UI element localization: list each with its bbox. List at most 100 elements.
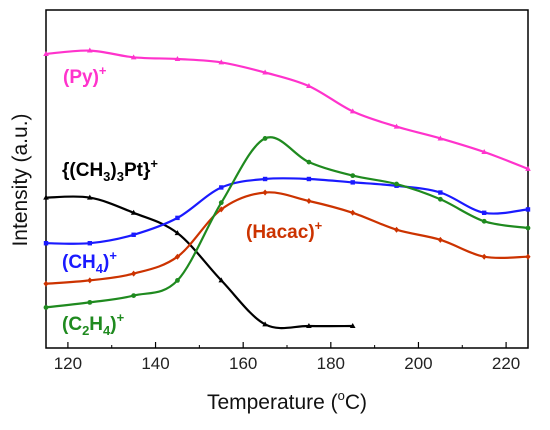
data-point bbox=[87, 299, 93, 305]
data-point bbox=[481, 253, 487, 260]
data-point bbox=[43, 280, 49, 287]
label-c2h4: (C2H4)+ bbox=[62, 310, 125, 338]
data-point bbox=[218, 277, 225, 283]
data-point bbox=[481, 148, 487, 154]
data-point bbox=[306, 83, 312, 89]
series-4 bbox=[43, 136, 531, 310]
data-point bbox=[262, 69, 268, 75]
data-point bbox=[87, 194, 93, 200]
label-c2h4-c: ) bbox=[110, 314, 116, 335]
data-point bbox=[219, 185, 224, 190]
data-point bbox=[130, 54, 137, 60]
label-py-sup: + bbox=[99, 63, 107, 78]
x-axis-title: Temperature (oC) bbox=[207, 388, 367, 414]
series-layer bbox=[43, 47, 531, 330]
label-c2h4-b: H bbox=[89, 314, 103, 335]
label-ch4-b: ) bbox=[103, 252, 109, 273]
data-point bbox=[87, 241, 93, 246]
label-py: (Py)+ bbox=[63, 63, 107, 88]
data-point bbox=[349, 323, 356, 329]
x-tick-label: 220 bbox=[492, 354, 520, 373]
data-point bbox=[262, 321, 268, 327]
label-pt-sup: + bbox=[150, 156, 158, 171]
data-point bbox=[87, 47, 93, 53]
label-pt-c: Pt} bbox=[124, 160, 151, 181]
x-axis-title-degree: o bbox=[338, 388, 345, 403]
data-point bbox=[131, 232, 136, 237]
series-0 bbox=[43, 47, 531, 171]
data-point bbox=[262, 136, 268, 141]
data-point bbox=[350, 173, 356, 179]
label-ch4: (CH4)+ bbox=[62, 248, 117, 276]
label-c2h4-a: (C bbox=[62, 314, 82, 335]
data-point bbox=[131, 293, 137, 299]
data-point bbox=[262, 176, 268, 182]
data-point bbox=[437, 196, 443, 202]
label-hacac-sup: + bbox=[315, 218, 323, 233]
label-pt: {(CH3)3Pt}+ bbox=[62, 156, 158, 184]
series-line bbox=[45, 191, 529, 285]
data-point bbox=[438, 190, 443, 195]
series-line bbox=[45, 49, 529, 170]
data-point bbox=[218, 206, 224, 213]
x-tick-label: 160 bbox=[229, 354, 257, 373]
data-point bbox=[175, 215, 180, 221]
data-point bbox=[131, 270, 137, 277]
data-point bbox=[437, 135, 444, 141]
data-point bbox=[218, 59, 225, 65]
label-hacac: (Hacac)+ bbox=[246, 218, 323, 243]
data-point bbox=[525, 253, 531, 260]
data-point bbox=[306, 323, 312, 329]
data-point bbox=[306, 197, 312, 204]
data-point bbox=[525, 207, 531, 212]
label-pt-a: {(CH bbox=[62, 160, 103, 181]
x-axis-title-end: C) bbox=[345, 391, 367, 414]
data-point bbox=[306, 159, 312, 165]
data-point bbox=[43, 50, 49, 56]
data-point bbox=[43, 241, 49, 246]
data-point bbox=[87, 277, 93, 284]
data-point bbox=[43, 194, 49, 200]
label-pt-sub2: 3 bbox=[117, 169, 124, 184]
data-point bbox=[262, 189, 268, 196]
x-axis-title-main: Temperature ( bbox=[207, 391, 338, 414]
label-c2h4-sub1: 2 bbox=[82, 323, 89, 338]
data-point bbox=[174, 56, 181, 62]
data-point bbox=[350, 209, 356, 216]
y-axis-title: Intensity (a.u.) bbox=[9, 113, 32, 246]
data-point bbox=[481, 210, 487, 215]
label-pt-sub1: 3 bbox=[103, 169, 110, 184]
label-hacac-main: (Hacac) bbox=[246, 222, 315, 243]
data-point bbox=[481, 218, 487, 224]
series-1 bbox=[43, 194, 356, 330]
label-c2h4-sup: + bbox=[117, 310, 125, 325]
data-point bbox=[174, 230, 181, 236]
x-tick-label: 180 bbox=[317, 354, 345, 373]
data-point bbox=[174, 253, 181, 260]
label-ch4-sub: 4 bbox=[96, 261, 104, 276]
data-point bbox=[350, 180, 355, 185]
data-point bbox=[130, 209, 137, 215]
data-point bbox=[175, 278, 180, 283]
series-line bbox=[45, 177, 529, 245]
label-py-main: (Py) bbox=[63, 67, 99, 88]
data-point bbox=[437, 236, 443, 243]
x-axis-ticks: 120 140 160 180 200 220 bbox=[54, 342, 520, 373]
x-tick-label: 120 bbox=[54, 354, 82, 373]
series-3 bbox=[43, 189, 531, 287]
data-point bbox=[393, 123, 400, 129]
data-point bbox=[525, 165, 531, 171]
label-pt-b: ) bbox=[110, 160, 116, 181]
label-ch4-a: (CH bbox=[62, 252, 96, 273]
data-point bbox=[43, 305, 49, 310]
data-point bbox=[349, 108, 356, 114]
data-point bbox=[393, 226, 400, 233]
data-point bbox=[218, 200, 224, 206]
series-line bbox=[45, 195, 353, 330]
x-tick-label: 200 bbox=[404, 354, 432, 373]
label-c2h4-sub2: 4 bbox=[103, 323, 111, 338]
data-point bbox=[394, 181, 399, 187]
label-ch4-sup: + bbox=[109, 248, 117, 263]
data-point bbox=[525, 225, 531, 231]
